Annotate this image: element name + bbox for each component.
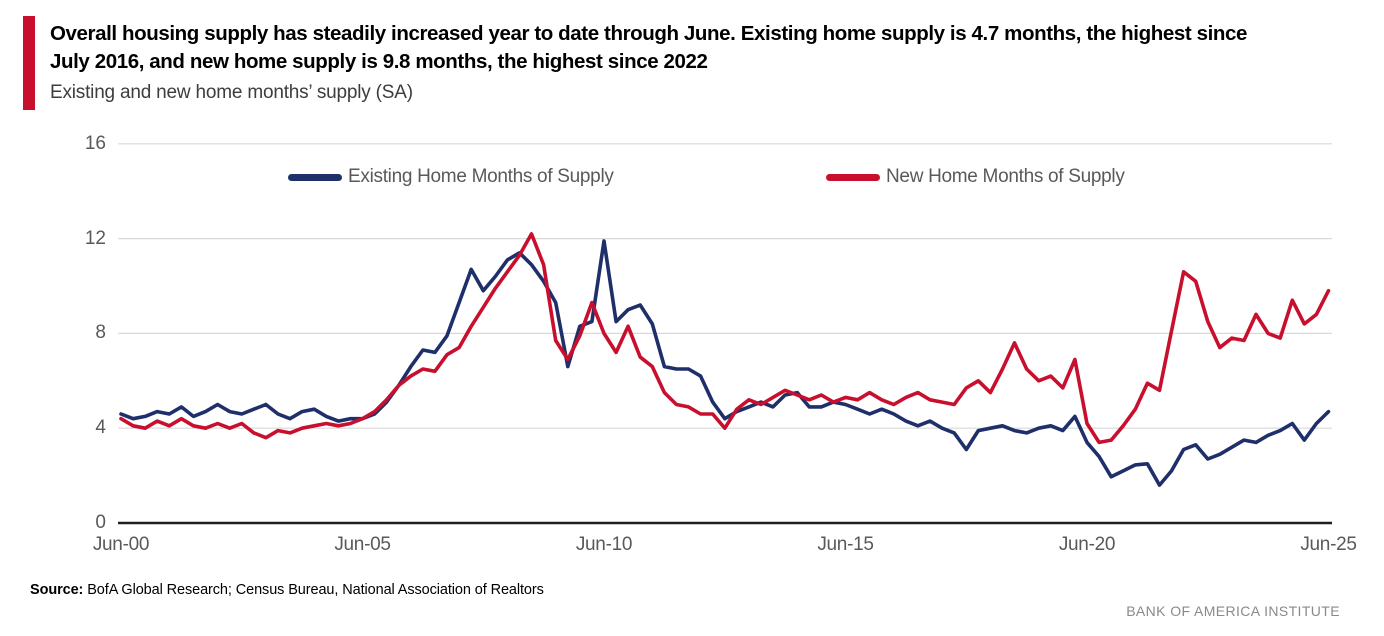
x-axis-label: Jun-20 xyxy=(1058,534,1116,555)
existing-home-supply-line xyxy=(119,239,1331,487)
x-axis-label: Jun-10 xyxy=(575,534,633,555)
legend-swatch-new xyxy=(826,173,880,181)
x-axis-label: Jun-25 xyxy=(1300,534,1357,555)
source-note: Source: BofA Global Research; Census Bur… xyxy=(30,582,544,598)
legend-label-existing: Existing Home Months of Supply xyxy=(348,166,614,187)
legend-swatch-existing xyxy=(288,173,342,181)
new-home-supply-line xyxy=(119,232,1331,445)
y-axis-label: 16 xyxy=(84,132,106,154)
chart-title-line: July 2016, and new home supply is 9.8 mo… xyxy=(50,50,708,73)
x-axis-label: Jun-00 xyxy=(92,534,150,555)
legend-label-new: New Home Months of Supply xyxy=(886,166,1125,187)
chart-subtitle: Existing and new home months’ supply (SA… xyxy=(50,82,413,103)
source-text: BofA Global Research; Census Bureau, Nat… xyxy=(83,582,544,598)
chart-title-line: Overall housing supply has steadily incr… xyxy=(50,22,1247,45)
y-axis-label: 8 xyxy=(95,322,106,344)
x-axis-label: Jun-15 xyxy=(817,534,874,555)
x-axis-label: Jun-05 xyxy=(334,534,391,555)
legend-item-new: New Home Months of Supply xyxy=(826,166,1125,187)
legend-item-existing: Existing Home Months of Supply xyxy=(288,166,614,187)
source-label: Source: xyxy=(30,582,84,598)
y-axis-label: 4 xyxy=(95,417,106,439)
y-axis-label: 12 xyxy=(84,227,106,249)
institute-label: BANK OF AMERICA INSTITUTE xyxy=(1126,603,1340,619)
accent-bar xyxy=(23,16,35,110)
title-block: Overall housing supply has steadily incr… xyxy=(50,20,1360,105)
y-axis-label: 0 xyxy=(95,512,106,533)
